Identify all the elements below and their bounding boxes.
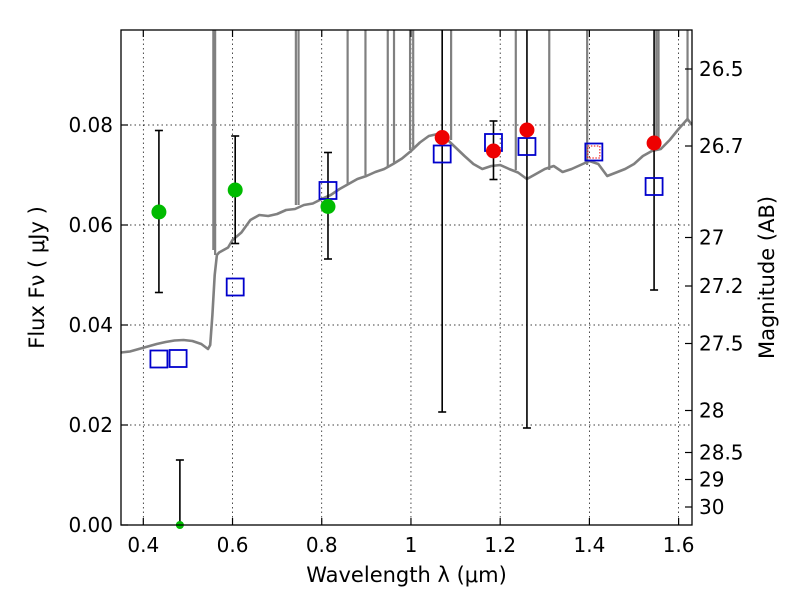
right-tick-label-0: 26.5	[699, 57, 744, 81]
right-tick-label-5: 28	[699, 399, 724, 423]
y-tick-label-2: 0.04	[68, 313, 113, 337]
x-tick-label-2: 0.8	[306, 533, 338, 557]
y-axis-label: Flux Fν ( μJy )	[25, 206, 49, 349]
x-tick-label-6: 1.6	[663, 533, 695, 557]
detection-point-0	[151, 204, 167, 220]
right-tick-label-1: 26.7	[699, 134, 744, 158]
model-square-4	[432, 144, 452, 164]
x-tick-label-4: 1.2	[484, 533, 516, 557]
model-photometry-squares	[149, 133, 664, 369]
model-spectrum	[121, 30, 692, 354]
model-square-1	[168, 349, 188, 368]
y-tick-label-1: 0.02	[68, 413, 113, 437]
spectrum-line	[121, 117, 692, 354]
detection-point-4	[485, 143, 501, 159]
detection-point-6	[646, 135, 662, 151]
right-tick-label-3: 27.2	[699, 274, 744, 298]
x-tick-label-5: 1.4	[573, 533, 605, 557]
overlay-square-0	[587, 145, 601, 159]
plot-frame	[120, 29, 693, 526]
detection-points	[151, 122, 662, 529]
model-square-0	[149, 349, 169, 369]
x-tick-label-1: 0.6	[217, 533, 249, 557]
y-tick-label-0: 0.00	[68, 513, 113, 537]
model-square-6	[517, 137, 537, 156]
right-tick-label-2: 27	[699, 226, 724, 250]
right-tick-label-7: 29	[699, 468, 724, 492]
model-square-7	[584, 142, 604, 162]
detection-point-1	[227, 182, 243, 198]
right-tick-label-4: 27.5	[699, 332, 744, 356]
error-bars	[154, 30, 659, 525]
right-tick-label-8: 30	[699, 495, 724, 519]
right-axis-ticks: 26.5 26.7 27 27.2 27.5 28 28.5 29 30	[685, 57, 744, 519]
right-axis-label: Magnitude (AB)	[755, 196, 779, 359]
y-tick-label-3: 0.06	[68, 213, 113, 237]
x-axis-ticks: 0.4 0.6 0.8 1 1.2 1.4 1.6	[127, 30, 695, 557]
x-tick-label-3: 1	[405, 533, 418, 557]
y-tick-label-4: 0.08	[68, 113, 113, 137]
grid-lines	[121, 30, 692, 526]
y-axis-ticks: 0.00 0.02 0.04 0.06 0.08	[68, 113, 128, 537]
detection-point-3	[434, 130, 450, 145]
right-tick-label-6: 28.5	[699, 441, 744, 465]
detection-point-5	[519, 122, 535, 138]
x-axis-label: Wavelength λ (μm)	[306, 563, 507, 587]
detection-point-2	[320, 199, 336, 214]
model-square-8	[644, 177, 664, 196]
model-square-2	[225, 277, 245, 297]
x-tick-label-0: 0.4	[127, 533, 159, 557]
